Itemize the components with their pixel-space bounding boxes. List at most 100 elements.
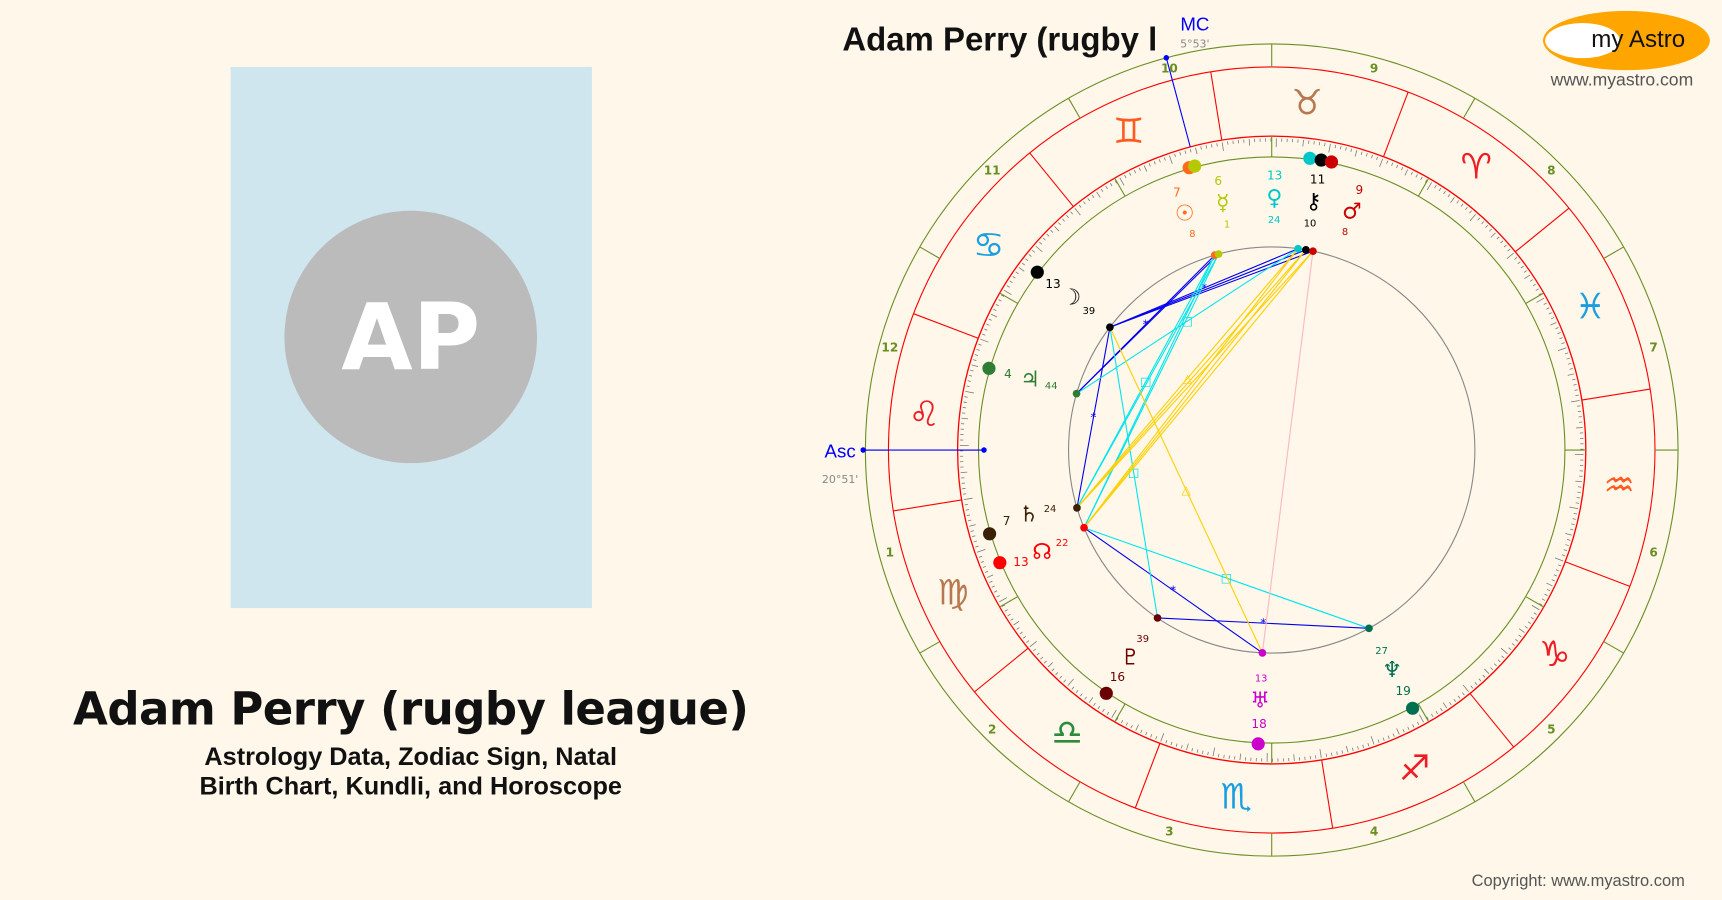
sign-boundary-line <box>1469 693 1515 748</box>
planet-degree-node: 13 <box>1013 555 1028 569</box>
degree-tick <box>1501 655 1505 659</box>
myastro-logo[interactable]: my Astro <box>1542 10 1711 71</box>
degree-tick <box>1497 659 1501 663</box>
degree-tick <box>1438 187 1442 192</box>
degree-tick <box>995 304 1000 307</box>
degree-tick <box>1106 711 1110 716</box>
degree-tick <box>1133 170 1137 174</box>
degree-tick <box>1482 674 1486 678</box>
degree-tick <box>966 514 971 516</box>
house-cusp-tick <box>999 596 1019 608</box>
degree-tick <box>1080 693 1083 697</box>
degree-tick <box>1066 215 1069 219</box>
house-number-3: 3 <box>1165 825 1173 839</box>
degree-tick <box>1490 667 1494 671</box>
degree-tick <box>1201 750 1204 755</box>
degree-tick <box>1004 609 1008 612</box>
planet-dot-chiron <box>1314 153 1328 167</box>
degree-tick <box>1524 274 1531 280</box>
degree-tick <box>1032 249 1036 253</box>
house-cusp-line <box>1462 98 1476 119</box>
degree-tick <box>1022 635 1026 639</box>
degree-tick <box>1569 528 1574 531</box>
planet-minute-neptune: 27 <box>1375 646 1388 657</box>
planet-glyph-jupiter-icon: ♃︎ <box>1020 368 1040 393</box>
degree-tick <box>1426 182 1432 191</box>
degree-tick <box>1536 297 1545 303</box>
asc-label: Asc <box>825 441 856 462</box>
planet-minute-moon: 39 <box>1083 306 1096 317</box>
degree-tick <box>1114 180 1118 184</box>
degree-tick <box>1124 174 1127 179</box>
degree-tick <box>1071 686 1075 690</box>
degree-tick <box>1169 155 1173 164</box>
logo-url-link[interactable]: www.myastro.com <box>1550 71 1694 91</box>
degree-tick <box>1180 745 1183 749</box>
degree-tick <box>1572 378 1576 381</box>
sign-glyph-pisces: ♓︎ <box>1575 287 1607 328</box>
house-number-9: 9 <box>1370 61 1378 75</box>
house-cusp-tick <box>1525 596 1544 608</box>
degree-tick <box>1557 564 1562 567</box>
degree-tick <box>1075 689 1079 694</box>
degree-tick <box>986 323 990 326</box>
degree-tick <box>1496 236 1500 240</box>
sign-ring-inner <box>956 135 1587 765</box>
degree-tick <box>1469 213 1477 222</box>
degree-tick <box>1100 188 1104 192</box>
degree-tick <box>1328 143 1331 153</box>
degree-tick <box>1529 279 1534 282</box>
degree-tick <box>976 549 986 553</box>
house-number-5: 5 <box>1547 722 1555 736</box>
degree-tick <box>1555 327 1559 330</box>
degree-tick <box>1493 663 1497 667</box>
degree-tick <box>1474 682 1478 685</box>
degree-tick <box>1331 752 1333 756</box>
sign-boundary-line <box>913 313 979 339</box>
degree-tick <box>1018 267 1025 272</box>
degree-tick <box>1184 150 1187 154</box>
aspect-symbol-trine: △ <box>1181 483 1191 497</box>
degree-tick <box>1450 197 1455 203</box>
degree-tick <box>1019 631 1023 635</box>
house-cusp-line <box>1462 781 1476 802</box>
degree-tick <box>1576 497 1580 499</box>
degree-tick <box>1431 713 1434 717</box>
house-cusp-tick <box>1525 292 1544 304</box>
degree-tick <box>1386 160 1389 164</box>
degree-tick <box>1016 627 1020 630</box>
degree-tick <box>1093 702 1096 707</box>
house-number-1: 1 <box>886 545 894 559</box>
degree-tick <box>1391 162 1394 166</box>
house-number-2: 2 <box>988 722 996 736</box>
degree-tick <box>1211 144 1213 148</box>
degree-tick <box>1015 271 1019 275</box>
degree-tick <box>1051 668 1055 672</box>
degree-tick <box>972 535 976 538</box>
degree-tick <box>1415 174 1418 178</box>
aspect-line-saturn-venus <box>1076 248 1299 509</box>
degree-tick <box>1153 161 1156 165</box>
degree-tick <box>961 417 969 420</box>
planet-degree-pluto: 16 <box>1110 670 1125 684</box>
aspect-line-moon-chiron <box>1109 249 1307 328</box>
degree-tick <box>1517 261 1521 265</box>
degree-tick <box>1125 722 1128 726</box>
aspect-point-uranus <box>1258 649 1267 657</box>
degree-tick <box>1470 685 1474 689</box>
degree-tick <box>1163 157 1166 161</box>
degree-tick <box>1515 638 1519 642</box>
house-cusp-tick <box>999 292 1019 304</box>
degree-tick <box>1443 190 1446 195</box>
house-cusp-line <box>919 246 941 259</box>
degree-tick <box>1484 668 1490 674</box>
aspect-point-moon <box>1106 323 1114 332</box>
degree-tick <box>1116 717 1119 721</box>
degree-tick <box>1345 745 1349 753</box>
page-title: Adam Perry (rugby league) <box>73 682 749 736</box>
degree-tick <box>1376 156 1378 161</box>
degree-tick <box>1531 605 1540 611</box>
sign-glyph-sagittarius: ♐︎ <box>1399 748 1431 789</box>
degree-tick <box>1084 696 1087 700</box>
planet-minute-sun: 8 <box>1189 229 1195 240</box>
